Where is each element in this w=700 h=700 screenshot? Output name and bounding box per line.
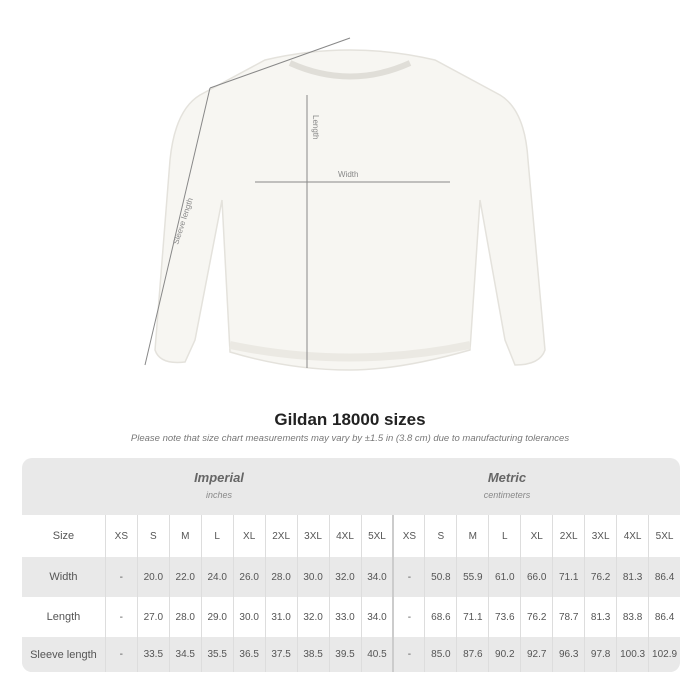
table-cell: 22.0 (168, 557, 201, 597)
table-cell: - (104, 557, 137, 597)
size-table: Imperial inches Metric centimeters Size XS S… (22, 458, 680, 672)
table-cell: 87.6 (456, 637, 488, 672)
table-cell: S (424, 515, 456, 557)
metric-unit: centimeters (483, 490, 531, 500)
table-cell: 39.5 (328, 637, 361, 672)
table-cell: 78.7 (552, 597, 584, 637)
table-cell: 50.8 (424, 557, 456, 597)
table-cell: 29.0 (200, 597, 233, 637)
length-label: Length (311, 115, 320, 139)
row-label: Width (49, 571, 78, 583)
table-cell: 83.8 (616, 597, 648, 637)
table-cell: 4XL (328, 515, 361, 557)
metric-header: Metric centimeters (407, 470, 607, 500)
table-cell: L (200, 515, 233, 557)
table-cell: 3XL (296, 515, 329, 557)
table-cell: 31.0 (264, 597, 297, 637)
table-cell: 24.0 (200, 557, 233, 597)
table-cell: 55.9 (456, 557, 488, 597)
row-label: Sleeve length (30, 648, 97, 661)
table-cell: 96.3 (552, 637, 584, 672)
table-cell: XL (232, 515, 265, 557)
table-cell: 2XL (552, 515, 584, 557)
row-label: Length (46, 611, 81, 623)
table-cell: 92.7 (520, 637, 552, 672)
table-cell: 32.0 (296, 597, 329, 637)
table-row: Size XS S M L XL 2XL 3XL 4XL 5XL XS S M L XL 2XL 3XL 4XL 5… (22, 515, 680, 557)
table-cell: 33.5 (136, 637, 169, 672)
table-cell: 76.2 (520, 597, 552, 637)
table-cell: - (392, 597, 424, 637)
table-cell: 32.0 (328, 557, 361, 597)
table-cell: 30.0 (232, 597, 265, 637)
table-cell: XS (104, 515, 137, 557)
table-cell: 20.0 (136, 557, 169, 597)
table-row: Sleeve length -33.5 34.5 35.5 36.5 37.5 38.5 39… (22, 637, 680, 672)
table-cell: - (104, 597, 137, 637)
chart-title: Gildan 18000 sizes (274, 410, 426, 429)
table-cell: M (456, 515, 488, 557)
table-cell: L (488, 515, 520, 557)
table-cell: 86.4 (648, 597, 680, 637)
imperial-header: Imperial inches (119, 470, 319, 500)
table-cell: - (392, 637, 424, 672)
table-cell: 3XL (584, 515, 616, 557)
table-cell: 28.0 (264, 557, 297, 597)
table-cell: 102.9 (648, 637, 680, 672)
table-cell: 81.3 (584, 597, 616, 637)
table-cell: 100.3 (616, 637, 648, 672)
table-cell: 86.4 (648, 557, 680, 597)
table-cell: 76.2 (584, 557, 616, 597)
table-cell: 71.1 (552, 557, 584, 597)
table-cell: 5XL (360, 515, 393, 557)
table-cell: 4XL (616, 515, 648, 557)
table-cell: 5XL (648, 515, 680, 557)
table-cell: - (392, 557, 424, 597)
table-cell: 90.2 (488, 637, 520, 672)
table-cell: S (136, 515, 169, 557)
table-cell: 33.0 (328, 597, 361, 637)
table-cell: 68.6 (424, 597, 456, 637)
tolerance-note: Please note that size chart measurements… (130, 433, 570, 444)
table-cell: 85.0 (424, 637, 456, 672)
imperial-unit: inches (205, 490, 232, 500)
table-cell: 97.8 (584, 637, 616, 672)
table-cell: 34.0 (360, 597, 393, 637)
metric-title: Metric (487, 470, 527, 485)
table-cell: 40.5 (360, 637, 393, 672)
table-cell: 36.5 (232, 637, 265, 672)
table-cell: - (104, 637, 137, 672)
table-cell: 71.1 (456, 597, 488, 637)
sweatshirt-image: Sleeve length Length Width (144, 37, 546, 371)
imperial-title: Imperial (194, 470, 244, 485)
table-cell: 38.5 (296, 637, 329, 672)
table-cell: XL (520, 515, 552, 557)
table-cell: M (168, 515, 201, 557)
table-cell: 28.0 (168, 597, 201, 637)
table-cell: 66.0 (520, 557, 552, 597)
row-label: Size (52, 530, 75, 542)
table-row: Length -27.0 28.0 29.0 30.0 31.0 32.0 33.0 34.0-… (22, 597, 680, 637)
table-cell: 81.3 (616, 557, 648, 597)
table-cell: 26.0 (232, 557, 265, 597)
table-cell: 37.5 (264, 637, 297, 672)
table-cell: XS (392, 515, 424, 557)
table-cell: 2XL (264, 515, 297, 557)
table-cell: 73.6 (488, 597, 520, 637)
table-cell: 35.5 (200, 637, 233, 672)
table-cell: 30.0 (296, 557, 329, 597)
table-row: Width -20.0 22.0 24.0 26.0 28.0 30.0 32.0 34.0-5… (22, 557, 680, 597)
table-cell: 61.0 (488, 557, 520, 597)
table-cell: 34.5 (168, 637, 201, 672)
table-cell: 27.0 (136, 597, 169, 637)
width-label: Width (338, 170, 358, 179)
table-cell: 34.0 (360, 557, 393, 597)
